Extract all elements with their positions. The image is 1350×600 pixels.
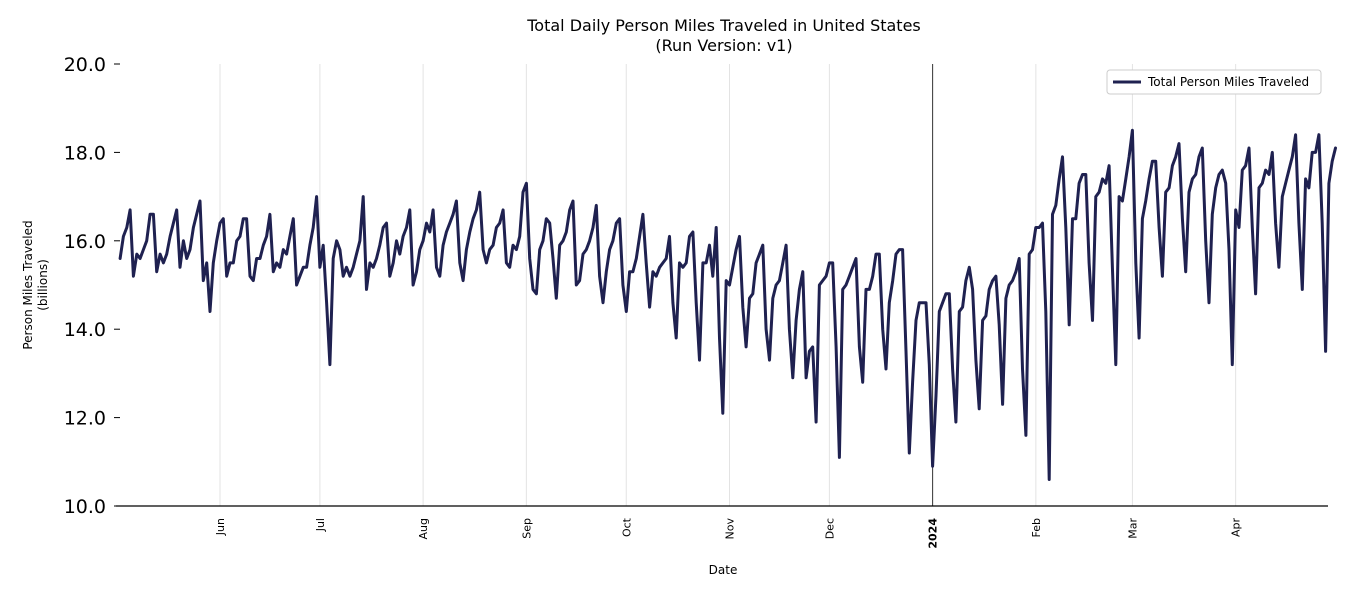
x-tick-label: 2024 [927,518,940,549]
x-axis-ticks: Jun Jul Aug Sep Oct Nov Dec 2024 Feb Mar Apr [214,517,1243,548]
x-tick-label: Sep [520,518,533,539]
y-tick-label: 14.0 [64,319,106,341]
y-tick-label: 18.0 [64,142,106,164]
y-axis-ticks: 10.0 12.0 14.0 16.0 18.0 20.0 [64,54,120,518]
y-axis-label: Person Miles Traveled [21,220,35,349]
chart-subtitle: (Run Version: v1) [655,36,792,55]
legend: Total Person Miles Traveled [1106,69,1322,95]
y-tick-label: 10.0 [64,496,106,518]
x-tick-label: Apr [1230,518,1243,538]
y-tick-label: 12.0 [64,408,106,430]
legend-box [1106,69,1322,95]
x-tick-label: Feb [1030,518,1043,537]
series-line-0 [118,128,1337,481]
x-tick-label: Oct [620,517,633,537]
x-tick-label: Dec [823,518,836,539]
y-axis-unit-label: (billions) [36,259,50,311]
y-tick-label: 20.0 [64,54,106,76]
x-tick-label: Nov [723,518,736,540]
x-axis-label: Date [709,563,738,577]
data-line-layer [118,128,1337,481]
legend-label: Total Person Miles Traveled [1147,75,1309,89]
x-tick-label: Mar [1126,518,1139,539]
x-tick-label: Jul [314,518,327,532]
x-tick-label: Aug [417,518,430,539]
x-tick-label: Jun [214,518,227,536]
y-tick-label: 16.0 [64,231,106,253]
chart-title: Total Daily Person Miles Traveled in Uni… [526,16,921,35]
